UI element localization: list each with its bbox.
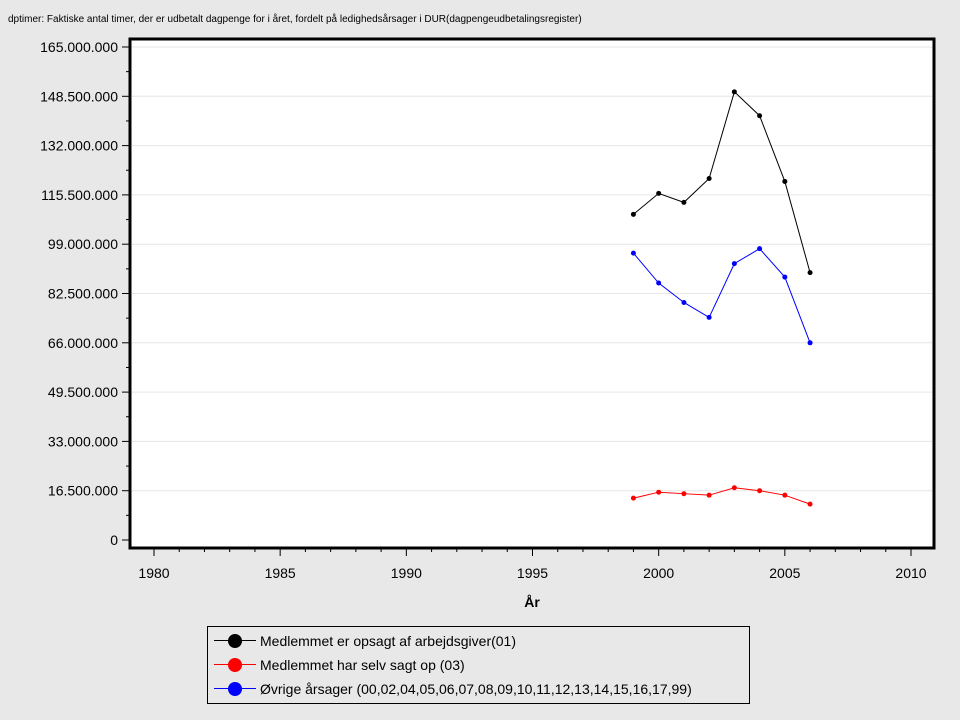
x-tick-label: 2010 (895, 565, 926, 581)
y-tick-label: 16.500.000 (48, 483, 118, 499)
x-tick-label: 2005 (769, 565, 800, 581)
data-point (630, 495, 636, 501)
data-point (630, 211, 636, 217)
y-tick-label: 0 (110, 532, 118, 548)
y-tick-label: 82.500.000 (48, 286, 118, 302)
legend-entry: Øvrige årsager (00,02,04,05,06,07,08,09,… (214, 677, 692, 701)
data-point (656, 190, 662, 196)
legend-swatch (214, 677, 256, 701)
y-tick-label: 115.500.000 (41, 187, 118, 203)
data-point (681, 491, 687, 497)
series-line (633, 487, 811, 505)
data-point (757, 246, 763, 252)
x-tick-label: 1985 (265, 565, 296, 581)
chart-title: dptimer: Faktiske antal timer, der er ud… (8, 14, 582, 25)
data-point (681, 299, 687, 305)
series-line (633, 248, 811, 343)
y-tick-label: 49.500.000 (48, 384, 118, 400)
data-point (706, 314, 712, 320)
x-tick-label: 1980 (138, 565, 169, 581)
data-point (782, 492, 788, 498)
data-point (782, 274, 788, 280)
y-tick-label: 99.000.000 (48, 236, 118, 252)
data-point (706, 175, 712, 181)
x-tick-label: 1995 (517, 565, 548, 581)
data-point (681, 199, 687, 205)
x-tick-label: 1990 (391, 565, 422, 581)
legend-swatch (214, 653, 256, 677)
legend: Medlemmet er opsagt af arbejdsgiver(01) M… (207, 626, 750, 704)
y-tick-label: 66.000.000 (48, 335, 118, 351)
y-tick-label: 165.000.000 (40, 39, 118, 55)
legend-swatch-marker (228, 682, 242, 696)
data-point (782, 178, 788, 184)
data-point (706, 492, 712, 498)
legend-swatch (214, 629, 256, 653)
series-layer (630, 89, 813, 507)
y-axis: 0 16.500.000 33.000.000 49.500.000 66.000.00… (40, 39, 130, 548)
series-line (633, 90, 811, 273)
data-point (757, 113, 763, 119)
data-point (630, 250, 636, 256)
legend-swatch-marker (228, 634, 242, 648)
legend-entry: Medlemmet er opsagt af arbejdsgiver(01) (214, 629, 516, 653)
data-point (656, 489, 662, 495)
legend-label: Øvrige årsager (00,02,04,05,06,07,08,09,… (260, 681, 692, 697)
y-tick-label: 132.000.000 (40, 138, 118, 154)
legend-label: Medlemmet er opsagt af arbejdsgiver(01) (260, 633, 517, 649)
data-point (656, 280, 662, 286)
legend-swatch-marker (228, 658, 242, 672)
y-tick-label: 148.500.000 (40, 88, 118, 104)
legend-label: Medlemmet har selv sagt op (03) (260, 657, 465, 673)
x-axis: 1980 1985 1990 1995 2000 2005 2010 (138, 548, 927, 581)
x-tick-label: 2000 (643, 565, 674, 581)
y-tick-label: 33.000.000 (48, 433, 118, 449)
data-point (731, 89, 737, 95)
x-axis-title: År (524, 594, 540, 610)
data-point (807, 340, 813, 346)
data-point (731, 485, 737, 491)
data-point (807, 501, 813, 507)
legend-entry: Medlemmet har selv sagt op (03) (214, 653, 465, 677)
gridlines (132, 46, 932, 492)
data-point (807, 270, 813, 276)
data-point (731, 261, 737, 267)
data-point (757, 488, 763, 494)
